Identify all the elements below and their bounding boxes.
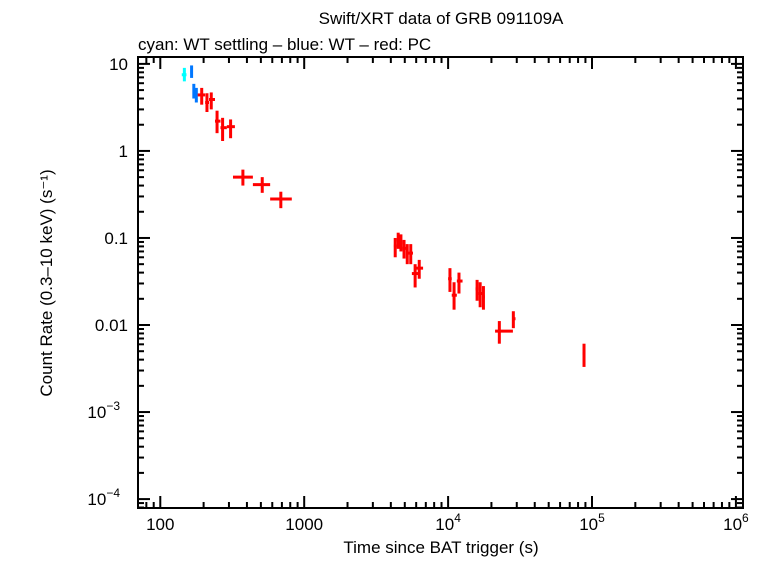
data-point	[396, 232, 400, 249]
x-axis-label: Time since BAT trigger (s)	[343, 538, 538, 557]
x-tick-exponent: 5	[598, 511, 605, 525]
x-tick-label: 1000	[285, 515, 323, 534]
y-tick-label: 0.01	[95, 316, 128, 335]
x-tick-exponent: 4	[454, 511, 461, 525]
y-tick-label: 10	[109, 55, 128, 74]
data-point	[190, 65, 194, 78]
x-tick-label: 104	[435, 511, 461, 534]
data-point	[197, 87, 206, 105]
x-tick-label: 106	[723, 511, 749, 534]
x-tick-exponent: 6	[742, 511, 749, 525]
data-point	[475, 279, 479, 301]
data-point	[582, 343, 586, 367]
data-point	[448, 268, 452, 292]
y-tick-label: 10−3	[87, 399, 120, 422]
data-point	[194, 87, 198, 103]
data-point	[511, 311, 516, 329]
data-point	[456, 272, 463, 294]
data-point	[252, 177, 271, 193]
data-point	[402, 239, 407, 259]
y-tick-label: 1	[119, 142, 128, 161]
data-point	[495, 321, 513, 344]
y-tick-label: 10−4	[87, 486, 120, 509]
axis-ticks: 100 1000 104 105 106 10 1 0.1 0.01 10−3 10−4	[87, 55, 749, 534]
data-point	[478, 282, 482, 308]
data-point	[416, 259, 424, 279]
y-axis-label: Count Rate (0.3–10 keV) (s⁻¹)	[37, 169, 56, 396]
data-point	[270, 191, 292, 209]
chart-subtitle: cyan: WT settling – blue: WT – red: PC	[138, 35, 431, 54]
data-point	[181, 67, 187, 82]
x-tick-label: 105	[579, 511, 605, 534]
data-point	[409, 244, 413, 265]
data-point	[192, 83, 196, 99]
data-points	[181, 65, 586, 367]
data-point	[451, 282, 457, 310]
data-point	[399, 234, 403, 252]
chart-title: Swift/XRT data of GRB 091109A	[319, 9, 564, 28]
y-tick-exponent: −3	[106, 399, 120, 413]
data-point	[481, 286, 485, 310]
data-point	[411, 264, 419, 288]
data-point	[226, 119, 235, 139]
x-tick-label: 100	[146, 515, 174, 534]
data-point	[405, 244, 410, 265]
data-point	[208, 92, 216, 110]
y-tick-label: 0.1	[104, 229, 128, 248]
data-point	[205, 93, 209, 113]
data-point	[393, 237, 397, 258]
plot-frame	[137, 56, 744, 509]
data-point	[215, 110, 221, 134]
data-point	[220, 117, 227, 142]
data-point	[232, 169, 253, 186]
y-tick-exponent: −4	[106, 486, 120, 500]
